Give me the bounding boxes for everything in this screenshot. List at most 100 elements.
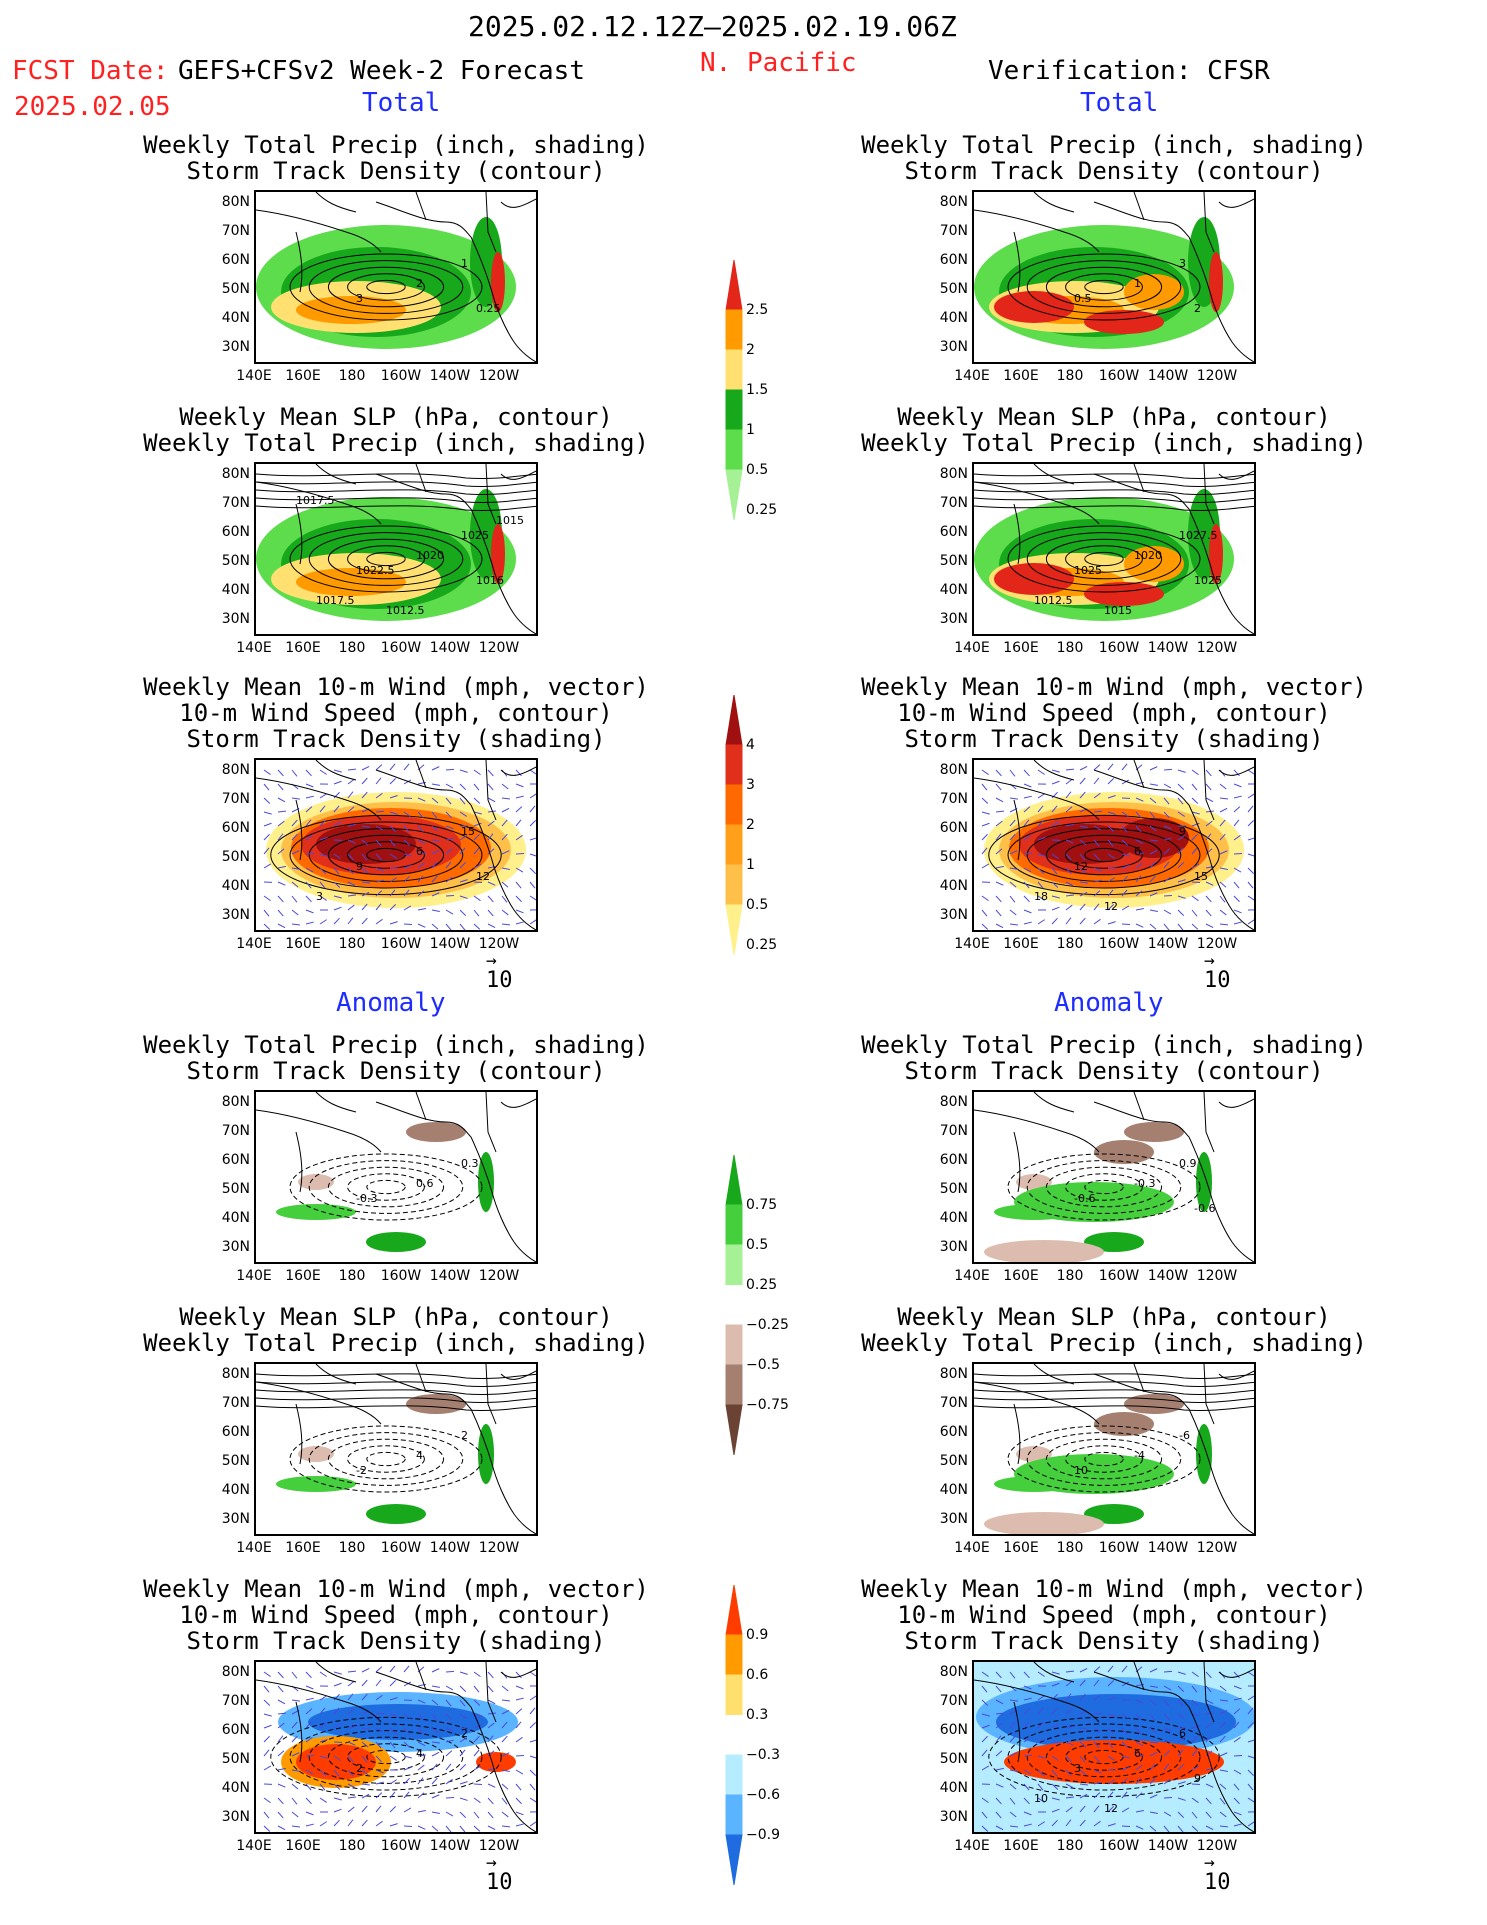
lon-tick-label: 140E (954, 368, 990, 384)
lon-tick-label: 140E (236, 936, 272, 952)
colorbar-label: 1 (746, 857, 755, 873)
lon-tick-label: 160W (380, 936, 422, 952)
lat-tick-label: 70N (939, 495, 968, 511)
precip-shading (974, 217, 1234, 349)
colorbar-label: −0.5 (746, 1357, 780, 1373)
vector-ref-arrow-icon: → (1204, 950, 1215, 971)
colorbar-swatch (725, 469, 743, 520)
contour-label: 1025 (461, 529, 489, 542)
map-canvas: 2 4 2 (256, 1662, 536, 1832)
slp-isobars (974, 1373, 1254, 1412)
lat-tick-label: 30N (221, 611, 250, 627)
contour-label: 3 (1074, 1762, 1081, 1775)
panel-title-line: Weekly Total Precip (inch, shading) (861, 131, 1367, 159)
precip-anomaly-shading (276, 1122, 494, 1252)
colorbar-label: 0.3 (746, 1707, 769, 1723)
precip-anomaly-area (1094, 1412, 1154, 1436)
panel-title-line: Storm Track Density (shading) (186, 1627, 606, 1655)
lat-tick-label: 70N (939, 1693, 968, 1709)
contour-label: 1020 (416, 549, 444, 562)
panel-title-line: 10-m Wind Speed (mph, contour) (179, 699, 613, 727)
contour-label: -0.3 (1134, 1177, 1155, 1190)
slp-isobars (256, 473, 536, 512)
storm-density-shading (984, 792, 1244, 908)
colorbar-label: 2 (746, 342, 755, 358)
contour-label: 4 (416, 1449, 423, 1462)
colorbar-swatch (726, 1285, 742, 1325)
lon-tick-label: 180 (1056, 936, 1084, 952)
lon-tick-label: 120W (1196, 936, 1238, 952)
region-title: N. Pacific (700, 48, 857, 78)
panel-title-line: 10-m Wind Speed (mph, contour) (179, 1601, 613, 1629)
lon-tick-label: 180 (1056, 368, 1084, 384)
contour-label: -4 (1134, 1449, 1145, 1462)
contour-label: 10 (1074, 1464, 1088, 1477)
lat-tick-label: 70N (221, 1693, 250, 1709)
lon-tick-label: 120W (1196, 1268, 1238, 1284)
contour-label: 1015 (1104, 604, 1132, 617)
lat-tick-label: 50N (939, 849, 968, 865)
lon-tick-label: 140W (429, 368, 471, 384)
lon-tick-label: 160E (285, 936, 321, 952)
colorbar-label: 0.25 (746, 937, 778, 953)
precip-anomaly-area (366, 1232, 426, 1252)
contour-label: 1017.5 (316, 594, 355, 607)
precip-anomaly-area (478, 1152, 494, 1212)
contour-label: 3 (316, 890, 323, 903)
lat-tick-label: 80N (939, 1366, 968, 1382)
panel-title-line: Weekly Mean 10-m Wind (mph, vector) (861, 1575, 1367, 1603)
lat-tick-label: 60N (221, 252, 250, 268)
precip-area (1084, 310, 1164, 334)
contour-label: -0.6 (1074, 1192, 1095, 1205)
lon-tick-label: 140E (236, 1540, 272, 1556)
lat-tick-label: 50N (939, 553, 968, 569)
map-plot: 3 6 6 9 10 12 (972, 1660, 1256, 1834)
lat-tick-label: 50N (221, 1453, 250, 1469)
contour-label: 0.5 (1074, 292, 1092, 305)
contour-lines (270, 1716, 502, 1798)
lat-tick-label: 70N (221, 495, 250, 511)
vector-ref-arrow-icon: → (486, 950, 497, 971)
lon-tick-label: 180 (1056, 1838, 1084, 1854)
precip-area (1209, 252, 1223, 312)
lon-tick-label: 180 (1056, 640, 1084, 656)
lat-tick-label: 60N (939, 820, 968, 836)
contour-label: 15 (1194, 870, 1208, 883)
lat-tick-label: 40N (221, 878, 250, 894)
lon-tick-label: 160E (1003, 640, 1039, 656)
lat-tick-label: 70N (939, 1395, 968, 1411)
colorbar-label: 2 (746, 817, 755, 833)
colorbar-label: 1.5 (746, 382, 769, 398)
lon-tick-label: 140W (1147, 1838, 1189, 1854)
lat-tick-label: 40N (939, 878, 968, 894)
contour-label: -6 (1179, 1429, 1190, 1442)
lon-tick-label: 160E (285, 1540, 321, 1556)
map-canvas: 1025 1020 1027.5 1025 1012.5 1015 (974, 464, 1254, 634)
map-canvas: 10 -4 -6 (974, 1364, 1254, 1534)
storm-density-shading (266, 792, 526, 908)
storm-anomaly-area (308, 1704, 488, 1740)
precip-shading (256, 217, 516, 349)
precip-anomaly-area (276, 1204, 356, 1220)
lon-tick-label: 160E (285, 368, 321, 384)
lon-tick-label: 180 (338, 1268, 366, 1284)
colorbar-label: 0.6 (746, 1667, 769, 1683)
colorbar-label: 0.75 (746, 1197, 778, 1213)
contour-label: 1027.5 (1179, 529, 1218, 542)
lat-tick-label: 70N (221, 1123, 250, 1139)
coastline (256, 1662, 536, 1832)
coastline (974, 1364, 1254, 1534)
contour-label: 9 (356, 860, 363, 873)
contour-label: 1012.5 (1034, 594, 1073, 607)
lon-tick-label: 140W (429, 640, 471, 656)
colorbar-label: 0.5 (746, 1237, 769, 1253)
map-plot: 12 6 9 15 18 12 (972, 758, 1256, 932)
coastline (974, 1662, 1254, 1832)
lat-tick-label: 60N (221, 1424, 250, 1440)
panel-title-line: Storm Track Density (shading) (904, 1627, 1324, 1655)
vector-reference: → 10 (1204, 1854, 1231, 1896)
lat-tick-label: 40N (939, 1210, 968, 1226)
panel-title-line: Weekly Total Precip (inch, shading) (143, 429, 649, 457)
contour-label: 12 (476, 870, 490, 883)
panel-title-line: Weekly Total Precip (inch, shading) (143, 1329, 649, 1357)
